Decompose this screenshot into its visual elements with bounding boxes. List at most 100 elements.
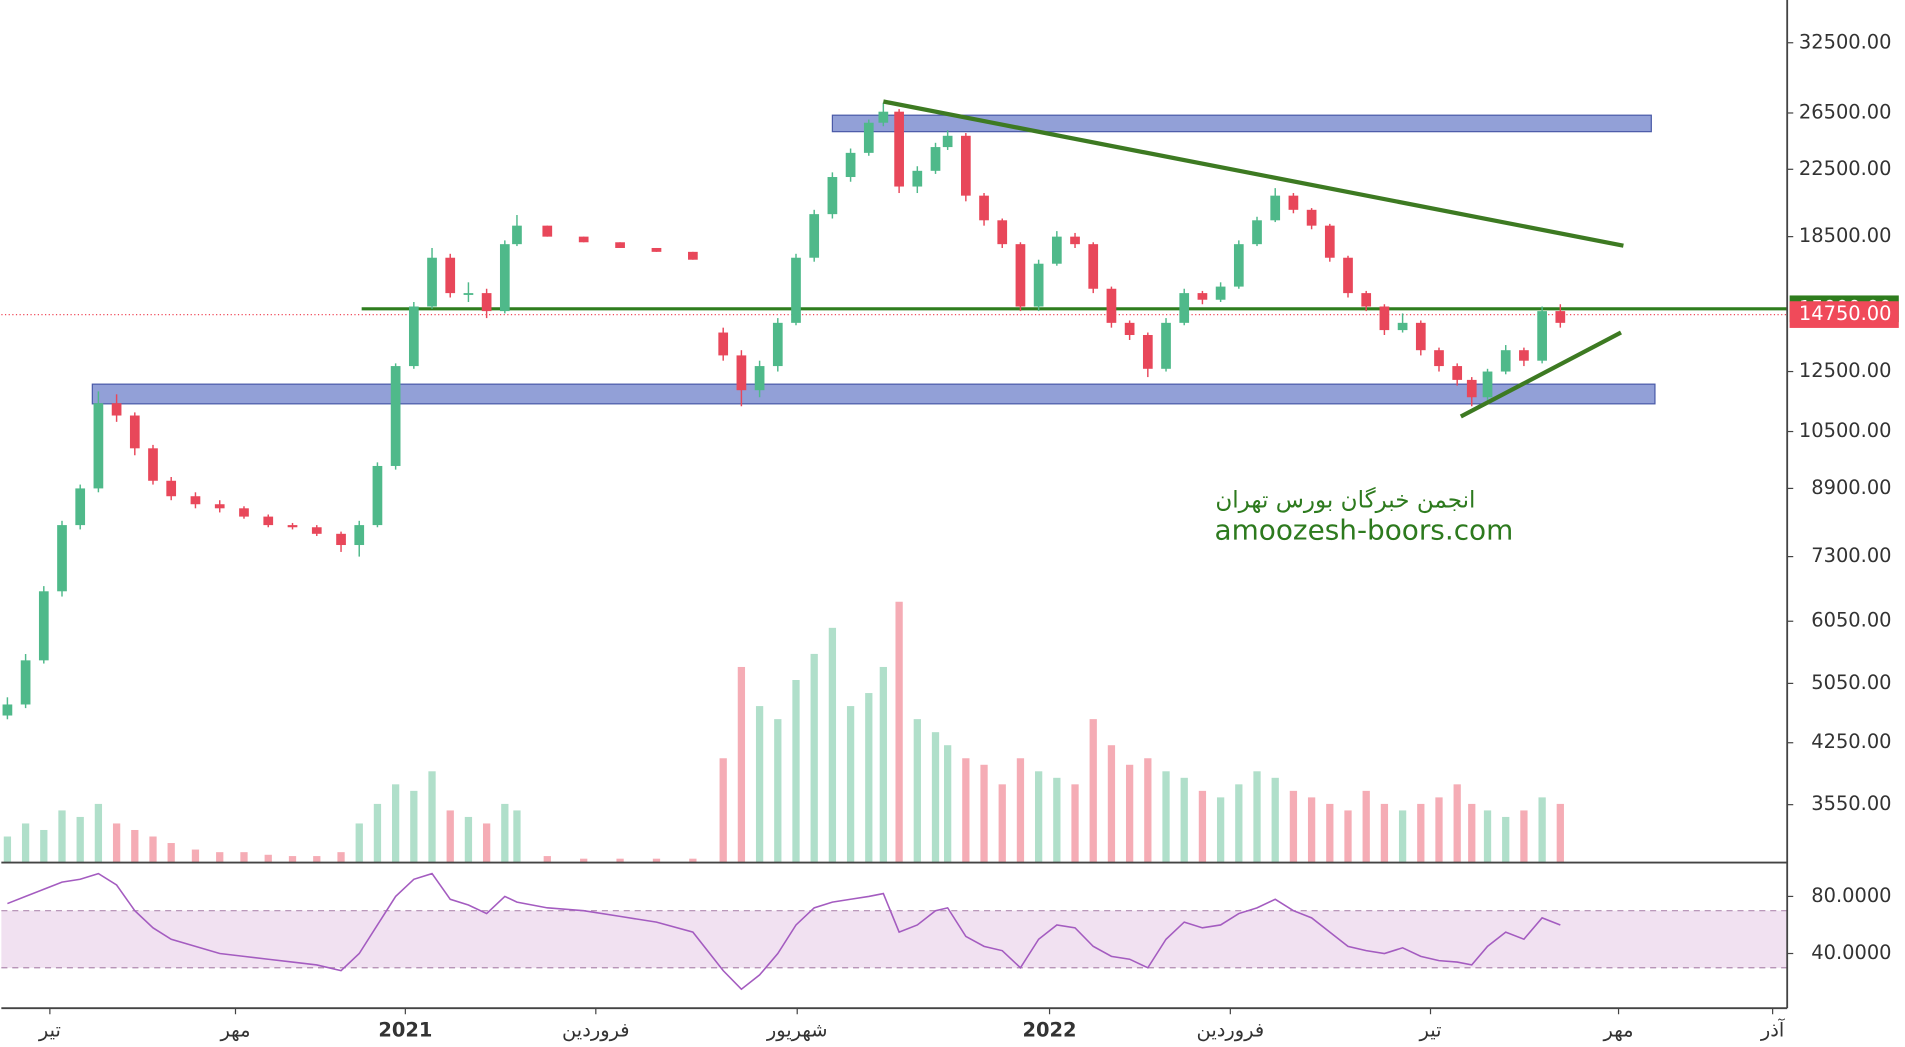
candle-body xyxy=(1197,293,1208,300)
volume-bar xyxy=(94,803,103,863)
volume-bar xyxy=(980,764,988,863)
volume-bar xyxy=(216,852,224,863)
volume-bar xyxy=(513,810,521,863)
candle-body xyxy=(754,366,765,391)
volume-bar xyxy=(846,706,855,863)
volume-bar xyxy=(1144,758,1152,863)
volume-bar xyxy=(58,810,66,863)
volume-bar xyxy=(913,719,921,863)
candle-body xyxy=(878,111,889,123)
candle-body xyxy=(1519,350,1529,361)
volume-bar xyxy=(428,771,436,863)
volume-bar xyxy=(112,823,121,863)
volume-bar xyxy=(391,784,400,863)
volume-bar xyxy=(998,784,1006,863)
volume-bar xyxy=(543,856,551,863)
volume-bar xyxy=(76,816,84,863)
volume-bar xyxy=(1089,719,1097,863)
candle-body xyxy=(463,293,474,295)
volume-bar xyxy=(288,856,297,863)
candle-body xyxy=(1537,311,1547,361)
volume-bar xyxy=(755,706,764,863)
candle-body xyxy=(287,525,298,528)
volume-bar xyxy=(3,836,12,863)
candle-body xyxy=(148,448,158,481)
candle-body xyxy=(1306,209,1317,226)
candle-body xyxy=(1361,293,1372,307)
volume-bar xyxy=(1556,803,1564,863)
volume-bar xyxy=(1380,803,1389,863)
volume-bar xyxy=(719,758,727,863)
x-tick-label: تیر xyxy=(1419,1019,1442,1042)
volume-bar xyxy=(1198,790,1207,863)
volume-bar xyxy=(264,854,272,863)
volume-bar xyxy=(865,693,873,863)
volume-bar xyxy=(1271,777,1279,863)
y-tick-label: 8900.00 xyxy=(1811,476,1891,499)
x-tick-label: مهر xyxy=(219,1019,250,1042)
candle-body xyxy=(615,242,625,248)
volume-bar xyxy=(464,816,473,863)
candle-body xyxy=(688,251,698,260)
candle-body xyxy=(791,257,801,323)
candle-body xyxy=(445,257,456,294)
candle-body xyxy=(93,403,104,489)
candle-body xyxy=(1466,379,1477,398)
candle-body xyxy=(166,480,177,497)
volume-bar xyxy=(1071,784,1079,863)
volume-bar xyxy=(167,843,175,863)
candle-body xyxy=(1434,350,1444,367)
candle-body xyxy=(1015,244,1026,307)
volume-bar xyxy=(240,852,248,863)
volume-bar xyxy=(1253,771,1261,863)
candle-body xyxy=(214,504,225,509)
candle-body xyxy=(942,135,953,148)
volume-bar xyxy=(373,803,382,863)
rsi-tick-label: 80.0000 xyxy=(1811,884,1891,907)
candle-body xyxy=(129,415,140,449)
candle-body xyxy=(1106,288,1117,323)
volume-bar xyxy=(1538,797,1546,863)
volume-bar xyxy=(1362,790,1370,863)
candle-body xyxy=(38,591,49,661)
candle-body xyxy=(736,355,747,391)
volume-bar xyxy=(337,852,345,863)
volume-bar xyxy=(1344,810,1352,863)
candle-body xyxy=(894,111,904,187)
y-tick-label: 18500.00 xyxy=(1799,224,1892,247)
candle-body xyxy=(1088,244,1099,289)
candle-body xyxy=(718,332,729,356)
volume-bar xyxy=(410,790,418,863)
x-tick-label: 2021 xyxy=(378,1019,432,1042)
volume-bar xyxy=(1107,745,1116,863)
volume-bar xyxy=(1034,771,1043,863)
volume-bar xyxy=(149,836,157,863)
candle-body xyxy=(651,247,662,252)
candle-body xyxy=(190,496,201,505)
candle-body xyxy=(1288,195,1299,210)
y-tick-label: 6050.00 xyxy=(1811,609,1891,632)
candle-body xyxy=(1179,293,1190,323)
volume-bar xyxy=(879,666,887,863)
volume-bar xyxy=(1307,797,1316,863)
candle-body xyxy=(1033,263,1044,307)
volume-bar xyxy=(1235,784,1243,863)
trendline xyxy=(1459,330,1622,419)
volume-bar xyxy=(1162,771,1170,863)
candle-body xyxy=(1500,350,1511,372)
x-tick-label: فروردین xyxy=(562,1019,630,1042)
volume-bar xyxy=(1326,803,1334,863)
volume-bar xyxy=(1468,803,1476,863)
volume-bar xyxy=(828,627,837,863)
candle-body xyxy=(111,403,122,416)
watermark-fa: انجمن خبرگان بورس تهران xyxy=(1215,487,1475,514)
candle-body xyxy=(1142,335,1153,369)
candle-body xyxy=(979,195,989,221)
volume-bar xyxy=(131,829,139,863)
y-tick-label: 26500.00 xyxy=(1799,100,1892,123)
candle-body xyxy=(845,152,856,178)
candle-body xyxy=(1452,366,1463,380)
candle-body xyxy=(336,533,346,546)
y-tick-label: 10500.00 xyxy=(1799,419,1892,442)
